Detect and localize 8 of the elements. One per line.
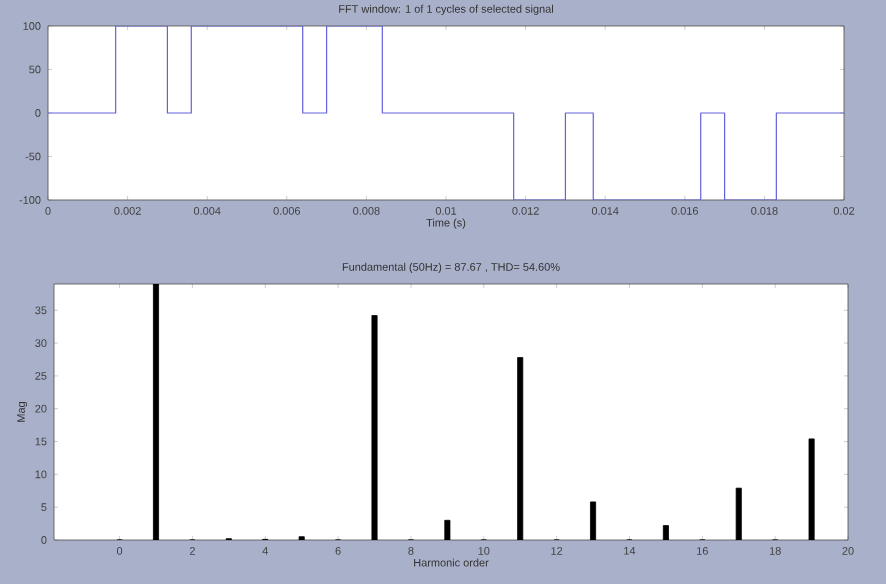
bar (517, 357, 524, 540)
bar (444, 519, 451, 540)
bar (152, 284, 159, 540)
bar (590, 501, 597, 540)
bar (735, 487, 742, 540)
bar (371, 315, 378, 540)
bar (662, 525, 669, 540)
bar (808, 438, 815, 540)
